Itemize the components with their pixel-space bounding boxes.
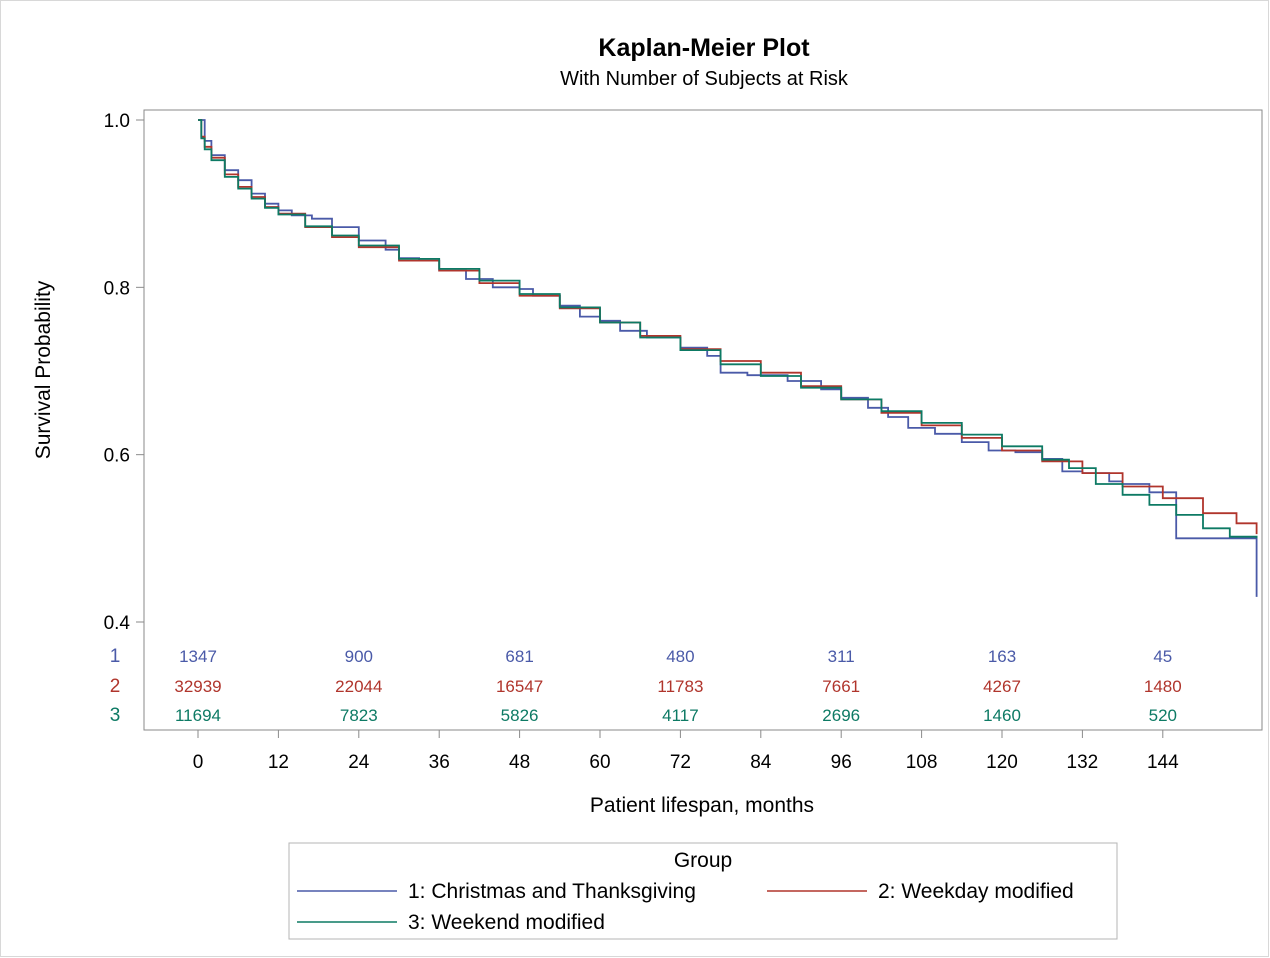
y-axis-label: Survival Probability bbox=[32, 280, 55, 459]
y-axis: 0.4 0.6 0.8 1.0 bbox=[104, 110, 145, 730]
x-tick-label-96: 96 bbox=[831, 752, 852, 773]
x-tick-label-84: 84 bbox=[750, 752, 772, 773]
x-tick-label-108: 108 bbox=[906, 752, 938, 773]
x-tick-label-12: 12 bbox=[268, 752, 289, 773]
at-risk-count-group-2-month-24: 22044 bbox=[335, 677, 382, 696]
at-risk-count-group-2-month-144: 1480 bbox=[1144, 677, 1182, 696]
at-risk-count-group-1-month-72: 480 bbox=[666, 647, 694, 666]
x-tick-label-0: 0 bbox=[193, 752, 204, 773]
subjects-at-risk-table: 1 1347 900 681 480 311 163 45 2 32939 22044 16547 11… bbox=[110, 646, 1182, 726]
at-risk-count-group-3-month-120: 1460 bbox=[983, 706, 1021, 725]
at-risk-count-group-1-month-96: 311 bbox=[828, 647, 855, 666]
chart-title: Kaplan-Meier Plot bbox=[598, 34, 810, 62]
chart-subtitle: With Number of Subjects at Risk bbox=[560, 68, 849, 90]
x-tick-label-144: 144 bbox=[1147, 752, 1179, 773]
at-risk-count-group-3-month-24: 7823 bbox=[340, 706, 378, 725]
x-tick-label-48: 48 bbox=[509, 752, 530, 773]
legend: Group 1: Christmas and Thanksgiving 2: W… bbox=[288, 842, 1118, 940]
at-risk-count-group-3-month-96: 2696 bbox=[822, 706, 860, 725]
x-tick-label-120: 120 bbox=[986, 752, 1018, 773]
at-risk-group-label-3: 3 bbox=[110, 705, 121, 726]
at-risk-count-group-2-month-72: 11783 bbox=[657, 677, 703, 696]
at-risk-count-group-2-month-0: 32939 bbox=[174, 677, 221, 696]
y-tick-label-0.8: 0.8 bbox=[104, 278, 130, 299]
y-tick-label-0.6: 0.6 bbox=[104, 446, 130, 467]
x-tick-label-24: 24 bbox=[348, 752, 370, 773]
at-risk-group-label-1: 1 bbox=[110, 646, 121, 667]
legend-title: Group bbox=[674, 849, 732, 872]
survival-curves bbox=[198, 119, 1258, 597]
survival-curve-group-3 bbox=[198, 119, 1258, 539]
x-tick-label-36: 36 bbox=[429, 752, 450, 773]
at-risk-group-label-2: 2 bbox=[110, 676, 121, 697]
x-tick-label-132: 132 bbox=[1067, 752, 1099, 773]
y-tick-label-0.4: 0.4 bbox=[104, 613, 131, 634]
legend-label-group-3: 3: Weekend modified bbox=[408, 911, 605, 934]
at-risk-count-group-1-month-120: 163 bbox=[988, 647, 1016, 666]
at-risk-count-group-3-month-48: 5826 bbox=[501, 706, 539, 725]
legend-label-group-2: 2: Weekday modified bbox=[878, 880, 1074, 903]
x-tick-label-60: 60 bbox=[589, 752, 610, 773]
at-risk-count-group-1-month-144: 45 bbox=[1153, 647, 1172, 666]
at-risk-count-group-2-month-48: 16547 bbox=[496, 677, 543, 696]
at-risk-count-group-1-month-0: 1347 bbox=[179, 647, 217, 666]
at-risk-count-group-3-month-72: 4117 bbox=[662, 706, 699, 725]
legend-label-group-1: 1: Christmas and Thanksgiving bbox=[408, 880, 696, 903]
at-risk-count-group-3-month-0: 11694 bbox=[175, 706, 221, 725]
at-risk-count-group-2-month-120: 4267 bbox=[983, 677, 1021, 696]
x-axis-label: Patient lifespan, months bbox=[590, 794, 814, 817]
at-risk-count-group-2-month-96: 7661 bbox=[822, 677, 860, 696]
x-tick-label-72: 72 bbox=[670, 752, 691, 773]
at-risk-count-group-3-month-144: 520 bbox=[1149, 706, 1177, 725]
x-axis: 0 12 24 36 48 60 72 84 96 108 120 132 144 bbox=[144, 729, 1262, 773]
at-risk-count-group-1-month-48: 681 bbox=[505, 647, 533, 666]
at-risk-count-group-1-month-24: 900 bbox=[345, 647, 373, 666]
y-tick-label-1.0: 1.0 bbox=[104, 111, 130, 132]
legend-frame bbox=[288, 842, 1118, 940]
